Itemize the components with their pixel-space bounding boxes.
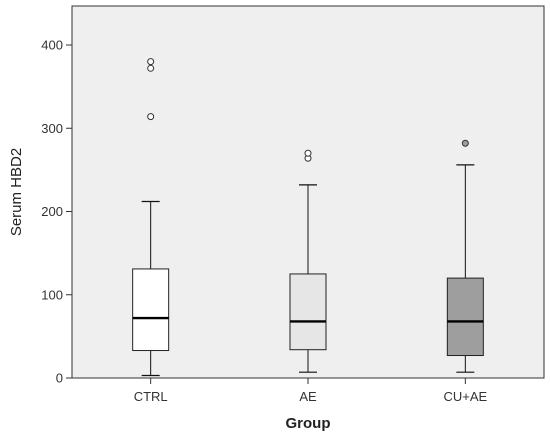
y-tick-label: 0 (56, 371, 63, 386)
x-tick-label: AE (299, 389, 317, 404)
x-axis-title: Group (286, 415, 331, 432)
y-tick-label: 400 (41, 38, 63, 53)
outlier-point (148, 65, 154, 71)
y-tick-label: 300 (41, 121, 63, 136)
x-axis: CTRL AE CU+AE (134, 378, 488, 404)
y-axis: 0 100 200 300 400 (41, 38, 72, 386)
y-axis-title: Serum HBD2 (8, 148, 25, 236)
y-tick-label: 200 (41, 204, 63, 219)
x-tick-label: CTRL (134, 389, 168, 404)
iqr-box (447, 278, 483, 355)
outlier-point (462, 140, 468, 146)
outlier-point (305, 150, 311, 156)
iqr-box (290, 274, 326, 350)
outlier-point (148, 114, 154, 120)
y-tick-label: 100 (41, 287, 63, 302)
outlier-point (148, 59, 154, 65)
iqr-box (133, 269, 169, 351)
x-tick-label: CU+AE (443, 389, 487, 404)
